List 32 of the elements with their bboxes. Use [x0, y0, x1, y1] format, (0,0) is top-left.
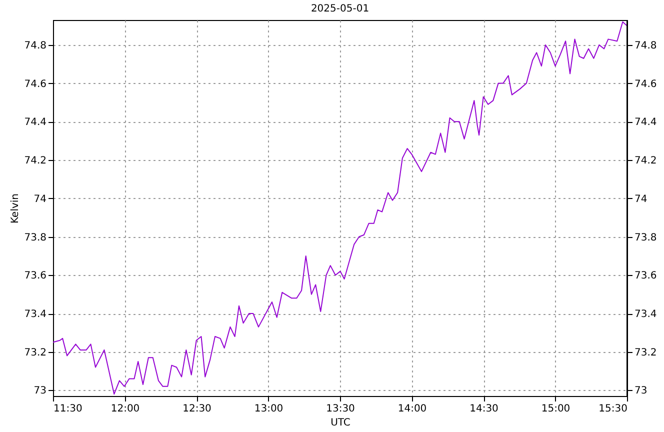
- y2-tick-label: 74.4: [634, 117, 657, 128]
- chart-title: 2025-05-01: [310, 4, 370, 14]
- x-tick-label: 12:00: [110, 404, 140, 414]
- x-tick-label: 13:30: [326, 404, 355, 414]
- y-tick-label: 74.2: [24, 156, 46, 167]
- y2-tick-label: 73.2: [634, 347, 657, 358]
- y2-tick-label: 73.6: [634, 270, 657, 282]
- y2-tick-label: 74: [634, 194, 648, 205]
- y2-tick-label: 74.2: [634, 156, 657, 167]
- x-tick-label: 11:30: [54, 404, 82, 414]
- y2-tick-label: 73: [634, 386, 648, 397]
- x-tick-label: 13:00: [254, 404, 284, 414]
- y2-tick-label: 73.8: [634, 232, 657, 244]
- y-tick-label: 74.8: [24, 40, 46, 52]
- y-tick-label: 74.6: [24, 78, 46, 90]
- y-tick-label: 73.6: [24, 270, 46, 282]
- y-tick-label: 73: [34, 386, 46, 397]
- x-tick-label: 14:30: [470, 404, 498, 414]
- y-tick-label: 74: [34, 194, 46, 205]
- x-tick-label: 15:00: [541, 404, 570, 414]
- x-tick-label: 14:00: [398, 404, 427, 414]
- x-tick-label: 15:30: [598, 404, 628, 414]
- y-axis-title: Kelvin: [10, 193, 22, 224]
- x-axis-title: UTC: [330, 418, 350, 428]
- y2-tick-label: 74.6: [634, 78, 657, 90]
- x-tick-label: 12:30: [182, 404, 212, 414]
- y-tick-label: 73.8: [24, 232, 46, 244]
- y2-tick-label: 74.8: [634, 40, 657, 52]
- y2-tick-label: 73.4: [634, 309, 657, 320]
- y-tick-label: 74.4: [24, 117, 46, 128]
- y-tick-label: 73.2: [24, 347, 46, 358]
- y-tick-label: 73.4: [24, 309, 46, 320]
